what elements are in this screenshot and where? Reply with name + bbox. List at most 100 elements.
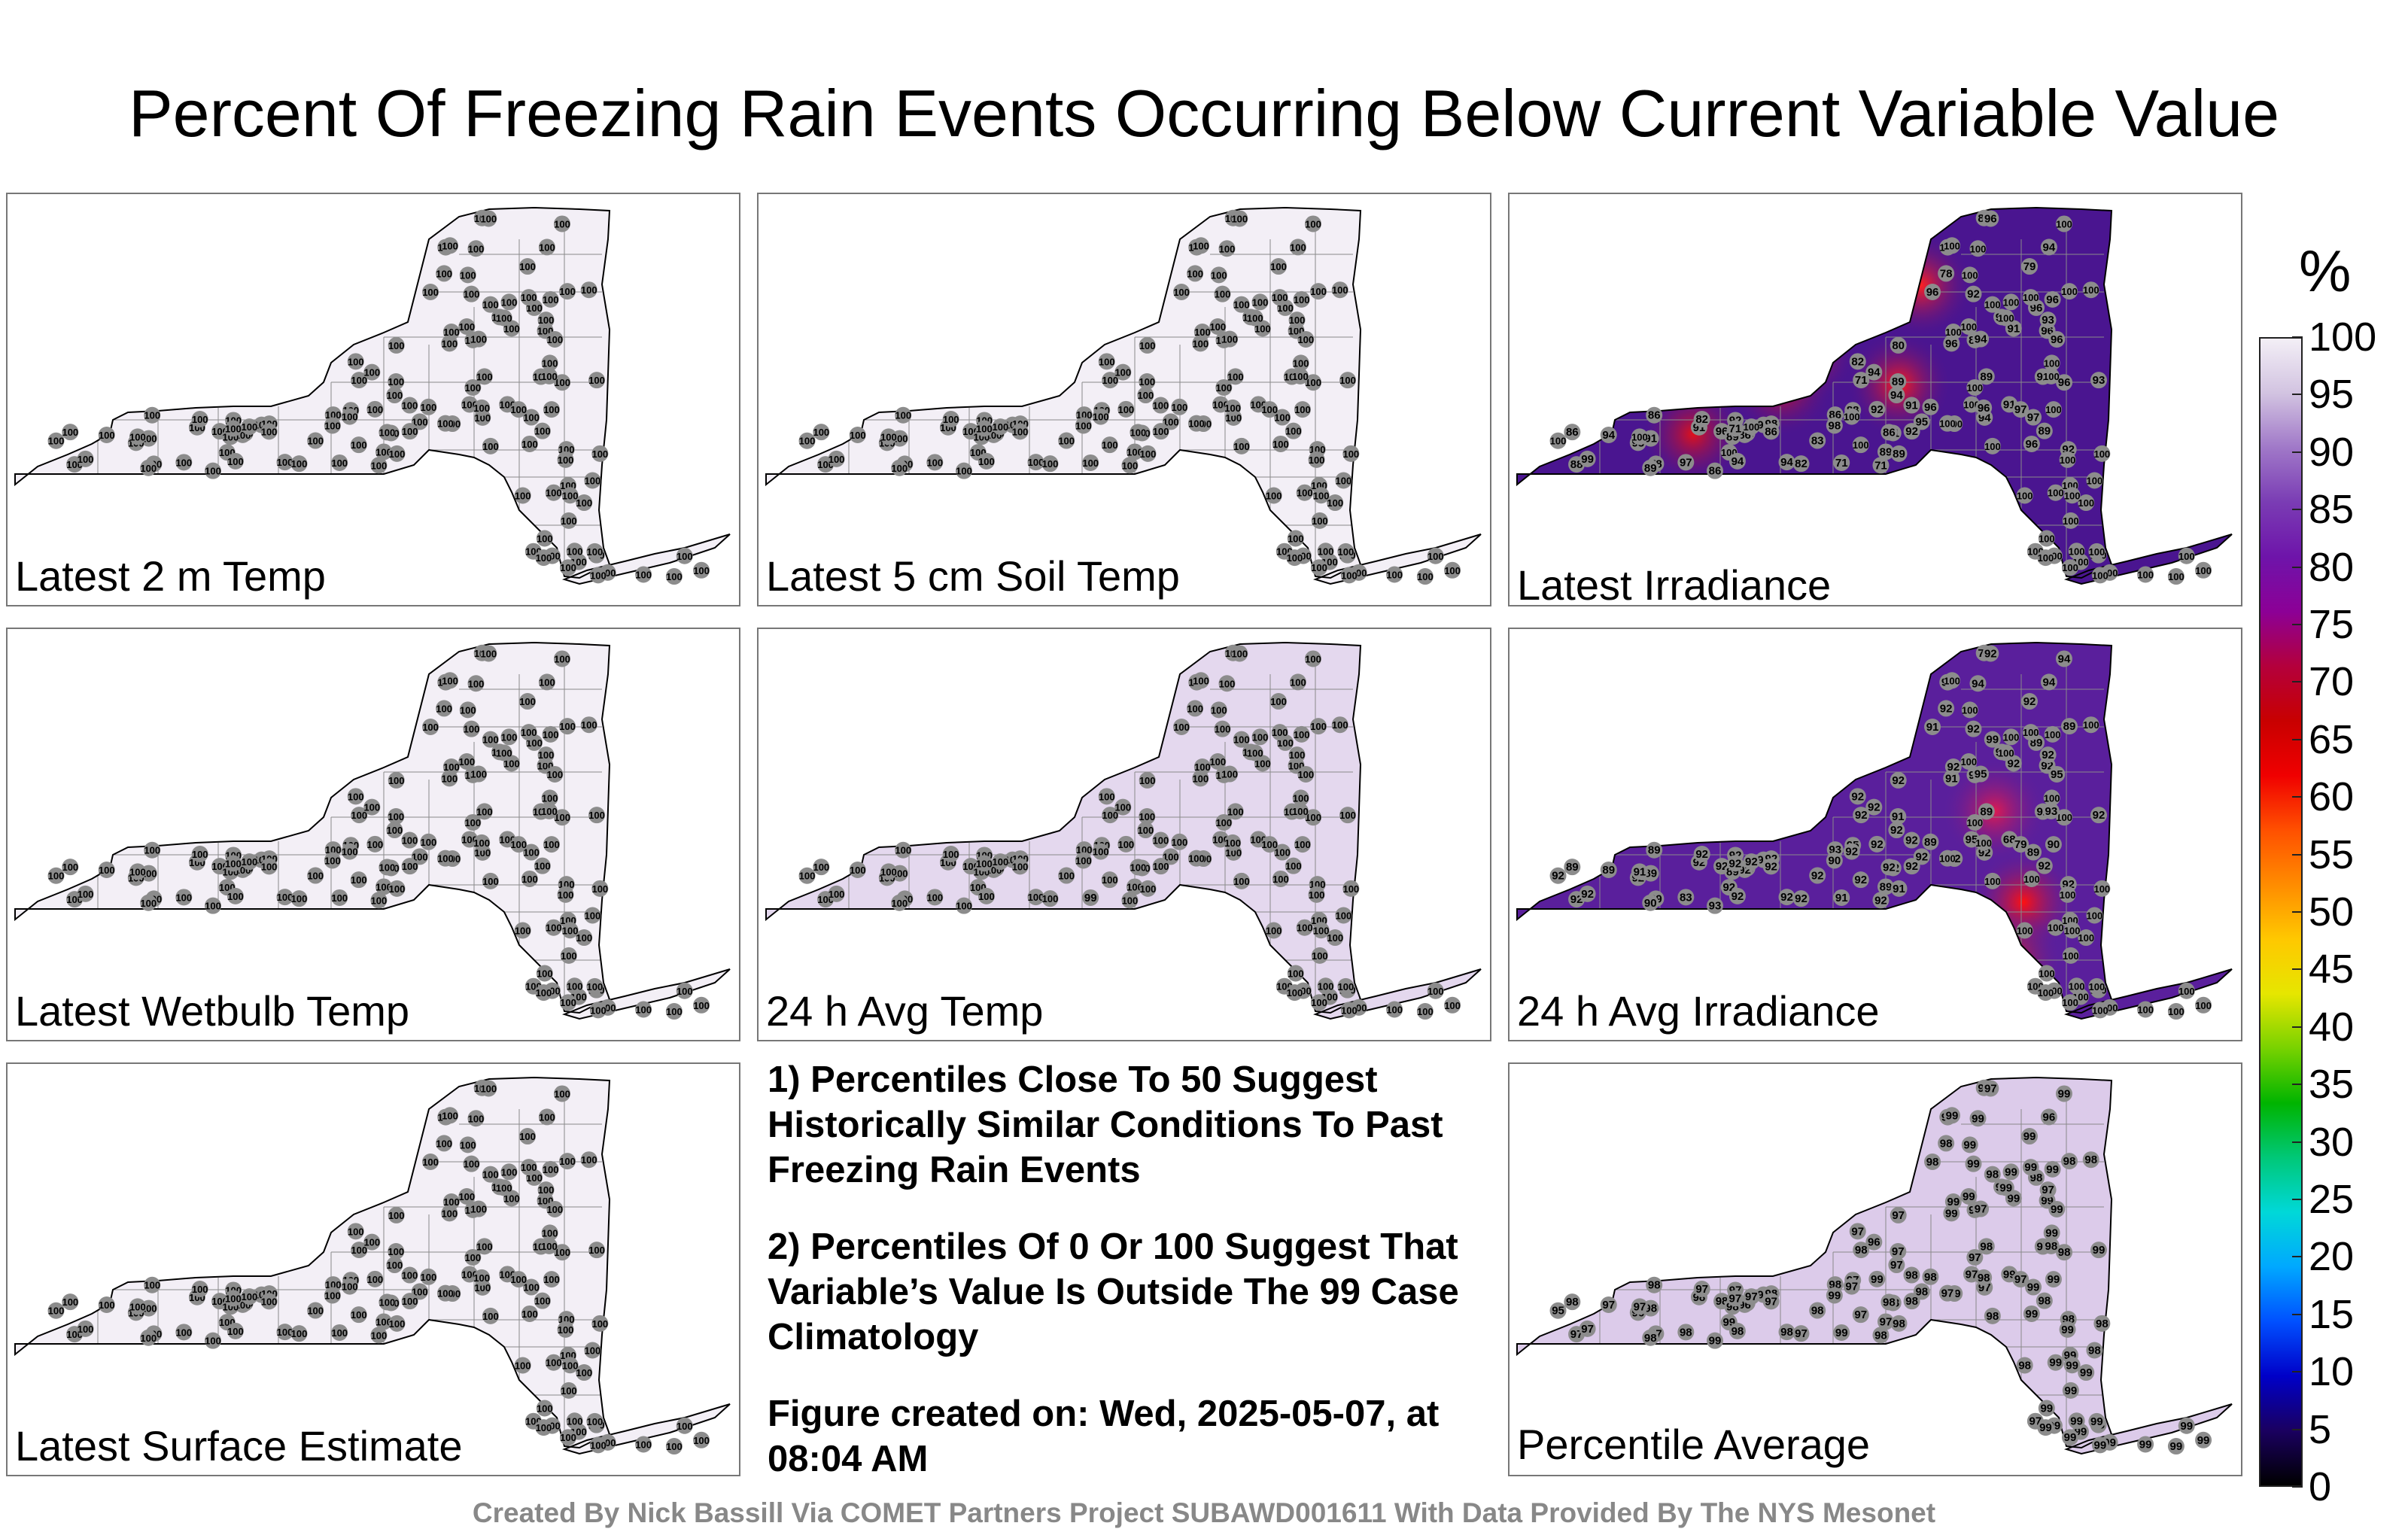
station-value: 100 [539, 1111, 555, 1123]
station-marker: 100 [514, 487, 531, 504]
station-marker: 100 [495, 1179, 512, 1196]
station-value: 100 [693, 565, 710, 576]
station-marker: 92 [1890, 771, 1907, 789]
station-marker: 100 [480, 645, 497, 662]
station-dot [2062, 947, 2079, 964]
station-dot [635, 566, 652, 583]
station-marker: 100 [459, 701, 476, 719]
station-dot [540, 1237, 558, 1254]
station-value: 83 [1680, 891, 1692, 904]
station-marker: 100 [1233, 437, 1250, 454]
station-dot [1171, 833, 1188, 850]
station-marker: 100 [175, 1324, 193, 1341]
note-2: 2) Percentiles Of 0 Or 100 Suggest That … [768, 1226, 1459, 1357]
station-value: 100 [2064, 490, 2081, 501]
station-value: 100 [140, 463, 157, 474]
station-marker: 100 [553, 215, 570, 233]
station-dot [591, 880, 609, 897]
station-value: 100 [1138, 825, 1154, 836]
station-value: 98 [2058, 1246, 2071, 1259]
colorbar-tick-label: 60 [2309, 774, 2355, 820]
station-dot [1843, 1278, 1860, 1295]
station-marker: 100 [1139, 880, 1157, 897]
station-value: 100 [1172, 402, 1188, 413]
station-value: 98 [1980, 1240, 1993, 1253]
station-marker: 100 [813, 424, 830, 441]
station-value: 100 [537, 533, 553, 544]
station-marker: 100 [576, 929, 593, 947]
station-value: 79 [2014, 838, 2027, 851]
station-marker: 100 [324, 852, 341, 869]
colorbar-tick-label: 95 [2309, 372, 2355, 418]
station-dot [2093, 1315, 2111, 1332]
station-marker: 100 [975, 855, 993, 872]
station-marker: 100 [2059, 886, 2076, 903]
station-dot [47, 867, 65, 884]
station-marker: 100 [144, 1276, 161, 1293]
station-value: 100 [2063, 515, 2079, 527]
station-marker: 97 [2025, 409, 2042, 426]
station-value: 100 [261, 861, 278, 872]
station-value: 92 [1854, 874, 1867, 886]
station-marker: 100 [1231, 210, 1248, 227]
station-dot [1210, 701, 1227, 719]
station-value: 100 [331, 892, 348, 904]
station-value: 100 [331, 457, 348, 469]
station-value: 100 [1114, 367, 1131, 378]
colorbar-tick-mark [2292, 911, 2303, 913]
station-value: 100 [99, 865, 115, 876]
station-value: 100 [225, 858, 242, 869]
station-marker: 100 [2002, 728, 2020, 746]
station-dot [1938, 850, 1956, 867]
station-marker: 100 [523, 1278, 540, 1296]
station-dot [2016, 922, 2033, 939]
station-value: 100 [567, 1415, 583, 1427]
station-marker: 96 [1865, 1233, 1883, 1251]
station-marker: 100 [436, 265, 453, 282]
station-marker: 83 [1677, 889, 1695, 906]
station-marker: 100 [545, 919, 562, 936]
station-value: 100 [1966, 382, 1983, 394]
station-value: 86 [1566, 426, 1579, 439]
station-value: 100 [1012, 861, 1029, 872]
station-marker: 92 [1938, 700, 1955, 717]
station-value: 100 [482, 876, 499, 887]
station-value: 100 [441, 773, 458, 784]
station-dot [370, 892, 388, 909]
station-marker: 100 [1312, 922, 1330, 939]
station-marker: 100 [459, 266, 476, 284]
station-value: 100 [523, 1282, 540, 1293]
station-value: 100 [225, 1293, 242, 1304]
station-marker: 100 [482, 1307, 499, 1324]
station-marker: 99 [2137, 1436, 2154, 1453]
station-marker: 71 [1853, 372, 1870, 389]
station-marker: 100 [350, 1306, 367, 1324]
station-value: 100 [521, 1162, 537, 1173]
station-value: 98 [1855, 1244, 1868, 1257]
station-marker: 78 [1938, 265, 1955, 282]
station-dot [386, 387, 403, 404]
station-marker: 100 [442, 758, 460, 776]
station-dot [1961, 266, 1978, 284]
station-dot [1549, 432, 1567, 449]
station-marker: 100 [1214, 285, 1231, 302]
station-value: 98 [1811, 1305, 1824, 1318]
station-value: 100 [140, 898, 157, 909]
station-value: 100 [2062, 997, 2078, 1008]
station-dot [520, 724, 537, 741]
station-value: 92 [2042, 749, 2054, 761]
station-value: 100 [588, 1245, 605, 1256]
station-value: 71 [1729, 422, 1742, 435]
station-marker: 86 [1762, 423, 1780, 440]
station-value: 100 [351, 810, 367, 821]
station-marker: 100 [1297, 330, 1315, 348]
station-value: 100 [366, 404, 383, 415]
note-3: Figure created on: Wed, 2025-05-07, at 0… [768, 1394, 1440, 1479]
station-value: 100 [1215, 382, 1232, 394]
station-marker: 97 [1852, 1306, 1869, 1324]
station-value: 100 [581, 284, 597, 296]
station-marker: 100 [341, 843, 358, 860]
station-value: 100 [48, 871, 65, 882]
colorbar-tick-mark [2292, 681, 2303, 683]
station-value: 100 [1252, 731, 1269, 743]
